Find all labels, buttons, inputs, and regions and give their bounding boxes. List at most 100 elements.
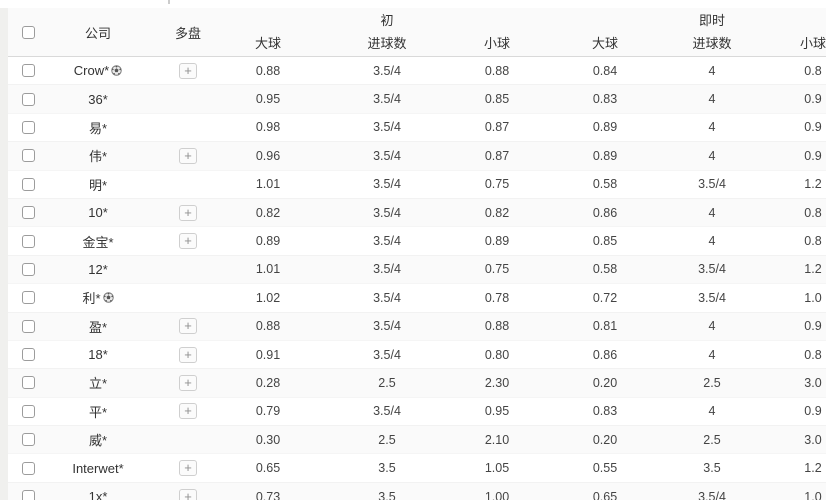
row-checkbox[interactable] [21, 262, 35, 276]
table-row: 18* + 0.91 3.5/4 0.80 0.86 4 0.8 [8, 340, 826, 370]
live-under-odds: 1.2 [804, 177, 822, 192]
live-over-odds: 0.20 [592, 375, 618, 390]
multi-cell: + [148, 488, 228, 500]
row-checkbox[interactable] [21, 319, 35, 333]
live-goals-line: 4 [708, 234, 716, 249]
live-goals-line: 2.5 [703, 432, 721, 447]
initial-over-odds: 0.82 [255, 205, 281, 220]
row-checkbox-cell [8, 120, 48, 134]
row-checkbox[interactable] [21, 120, 35, 134]
company-name: 盈* [88, 319, 108, 335]
column-header-initial-under: 小球 [466, 8, 528, 56]
multi-cell: + [148, 147, 228, 164]
expand-odds-button[interactable]: + [179, 403, 197, 420]
expand-odds-button[interactable]: + [179, 318, 197, 335]
company-name: Interwet* [72, 460, 124, 476]
table-row: 盈* + 0.88 3.5/4 0.88 0.81 4 0.9 [8, 312, 826, 341]
initial-under-odds: 0.88 [484, 319, 510, 334]
live-goals-line: 4 [708, 148, 716, 163]
expand-odds-button[interactable]: + [179, 460, 197, 477]
initial-goals-line: 3.5/4 [373, 234, 401, 249]
initial-under-odds: 0.88 [484, 63, 510, 78]
initial-goals-line: 3.5/4 [373, 63, 401, 78]
table-row: 利* + 1.02 3.5/4 0.78 0.72 3.5/4 1.0 [8, 284, 826, 313]
group-header-live: 即时 [698, 12, 725, 28]
select-all-checkbox[interactable] [21, 25, 35, 39]
row-checkbox[interactable] [21, 64, 35, 78]
live-over-odds: 0.81 [592, 319, 618, 334]
column-header-company: 公司 [84, 25, 111, 41]
live-over-odds: 0.89 [592, 148, 618, 163]
initial-under-odds: 0.75 [484, 177, 510, 192]
multi-cell: + [148, 346, 228, 363]
table-row: 明* + 1.01 3.5/4 0.75 0.58 3.5/4 1.2 [8, 170, 826, 199]
row-checkbox-cell [8, 319, 48, 333]
group-spacer [742, 8, 826, 30]
multi-cell: + [148, 62, 228, 79]
live-under-odds: 1.0 [804, 290, 822, 305]
group-spacer [466, 8, 528, 30]
table-row: Interwet* + 0.65 3.5 1.05 0.55 3.5 1.2 [8, 454, 826, 483]
expand-odds-button[interactable]: + [179, 62, 197, 79]
live-goals-line: 3.5/4 [698, 262, 726, 277]
initial-goals-line: 3.5/4 [373, 347, 401, 362]
expand-odds-button[interactable]: + [179, 147, 197, 164]
live-goals-line: 4 [708, 404, 716, 419]
column-header-live-goals: 即时 进球数 [682, 8, 742, 56]
company-name: 威* [88, 433, 108, 449]
live-goals-line: 4 [708, 120, 716, 135]
live-under-odds: 3.0 [804, 432, 822, 447]
company-cell: 立* [48, 373, 148, 392]
company-name: 明* [88, 177, 108, 193]
initial-over-odds: 0.79 [255, 404, 281, 419]
expand-odds-button[interactable]: + [179, 488, 197, 500]
row-checkbox[interactable] [21, 490, 35, 500]
live-goals-line: 3.5 [703, 461, 721, 476]
expand-odds-button[interactable]: + [179, 374, 197, 391]
row-checkbox[interactable] [21, 461, 35, 475]
company-cell: 36* [48, 92, 148, 107]
scroll-artifact [168, 0, 170, 4]
column-header-multi: 多盘 [174, 25, 201, 41]
row-checkbox[interactable] [21, 177, 35, 191]
multi-cell: + [148, 318, 228, 335]
expand-odds-button[interactable]: + [179, 233, 197, 250]
company-name: 平* [88, 404, 108, 420]
row-checkbox-cell [8, 348, 48, 362]
initial-over-odds: 0.91 [255, 347, 281, 362]
row-checkbox[interactable] [21, 376, 35, 390]
live-over-odds: 0.89 [592, 120, 618, 135]
row-checkbox-cell [8, 433, 48, 447]
row-checkbox-cell [8, 92, 48, 106]
initial-over-odds: 0.88 [255, 63, 281, 78]
initial-under-odds: 2.10 [484, 432, 510, 447]
expand-odds-button[interactable]: + [179, 204, 197, 221]
row-checkbox[interactable] [21, 149, 35, 163]
row-checkbox[interactable] [21, 206, 35, 220]
initial-under-odds: 1.05 [484, 461, 510, 476]
initial-under-odds: 0.78 [484, 290, 510, 305]
live-over-odds: 0.86 [592, 347, 618, 362]
company-cell: 盈* [48, 317, 148, 336]
row-checkbox[interactable] [21, 404, 35, 418]
row-checkbox-cell [8, 234, 48, 248]
live-over-odds: 0.55 [592, 461, 618, 476]
initial-over-odds: 0.89 [255, 234, 281, 249]
table-row: 10* + 0.82 3.5/4 0.82 0.86 4 0.8 [8, 198, 826, 228]
expand-odds-button[interactable]: + [179, 346, 197, 363]
company-cell: 易* [48, 118, 148, 137]
table-row: 金宝* + 0.89 3.5/4 0.89 0.85 4 0.8 [8, 227, 826, 256]
initial-under-odds: 0.87 [484, 120, 510, 135]
company-name: 易* [88, 120, 108, 136]
row-checkbox-cell [8, 376, 48, 390]
row-checkbox[interactable] [21, 348, 35, 362]
row-checkbox[interactable] [21, 92, 35, 106]
live-under-odds: 0.9 [804, 120, 822, 135]
row-checkbox[interactable] [21, 234, 35, 248]
company-cell: Crow* [48, 63, 148, 78]
row-checkbox[interactable] [21, 291, 35, 305]
live-under-odds: 0.8 [804, 234, 822, 249]
row-checkbox[interactable] [21, 433, 35, 447]
initial-over-odds: 0.65 [255, 461, 281, 476]
table-row: 威* + 0.30 2.5 2.10 0.20 2.5 3.0 [8, 426, 826, 455]
